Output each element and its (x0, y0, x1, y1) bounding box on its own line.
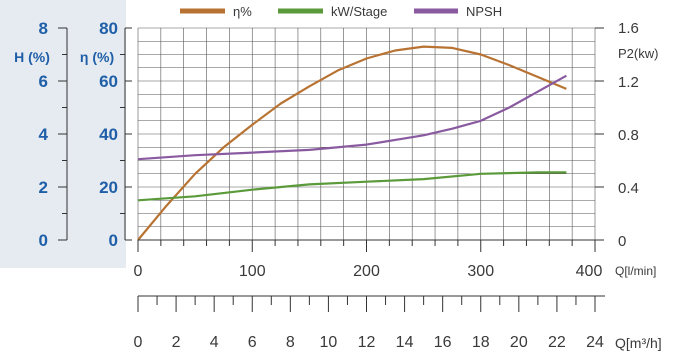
q-m3h-tick-label-10: 10 (320, 334, 338, 351)
legend-item-eta: η% (180, 4, 252, 19)
q-m3h-tick-label-0: 0 (134, 334, 143, 351)
q-m3h-tick-label-24: 24 (586, 334, 604, 351)
h-tick-label-0: 0 (39, 231, 48, 250)
q-m3h-tick-label-22: 22 (548, 334, 566, 351)
p2-axis-label: P2(kw) (618, 46, 658, 61)
q-lmin-axis: Q[l/min] 0 100 200 300 400 (134, 240, 657, 280)
p2-tick-label-0-4: 0.4 (618, 180, 639, 197)
p2-tick-label-1-2: 1.2 (618, 74, 639, 91)
q-lmin-tick-label-300: 300 (467, 263, 494, 280)
h-tick-label-6: 6 (39, 72, 48, 91)
q-m3h-tick-label-8: 8 (286, 334, 295, 351)
legend-label-eta: η% (233, 4, 252, 19)
series-line-npsh (138, 76, 566, 160)
q-m3h-tick-label-4: 4 (210, 334, 219, 351)
eta-axis-label: η (%) (80, 49, 114, 65)
q-m3h-tick-label-14: 14 (396, 334, 414, 351)
q-lmin-axis-label: Q[l/min] (615, 264, 656, 278)
p2-tick-label-0: 0 (618, 233, 626, 250)
legend-item-kw-stage: kW/Stage (278, 4, 387, 19)
p2-tick-label-0-8: 0.8 (618, 127, 639, 144)
series-line-kw-stage (138, 172, 566, 200)
series-line-eta (138, 47, 566, 240)
h-tick-label-8: 8 (39, 19, 48, 38)
q-lmin-tick-label-200: 200 (353, 263, 380, 280)
q-lmin-tick-label-0: 0 (134, 263, 143, 280)
q-m3h-tick-label-16: 16 (434, 334, 452, 351)
p2-axis: P2(kw) 0 0.4 0.8 1.2 1.6 (595, 20, 658, 250)
eta-tick-label-40: 40 (99, 125, 118, 144)
eta-tick-label-20: 20 (99, 178, 118, 197)
legend-label-npsh: NPSH (466, 4, 502, 19)
h-tick-label-2: 2 (39, 178, 48, 197)
q-m3h-tick-label-20: 20 (510, 334, 528, 351)
q-m3h-axis-label: Q[m³/h] (615, 335, 662, 351)
q-lmin-tick-label-400: 400 (576, 263, 603, 280)
legend: η% kW/Stage NPSH (180, 4, 502, 19)
q-m3h-tick-label-12: 12 (358, 334, 376, 351)
grid (138, 28, 595, 240)
curves (138, 47, 566, 240)
legend-item-npsh: NPSH (414, 4, 502, 19)
h-tick-label-4: 4 (39, 125, 49, 144)
eta-tick-label-60: 60 (99, 72, 118, 91)
legend-label-kw-stage: kW/Stage (331, 4, 387, 19)
q-m3h-axis: Q[m³/h] 0 2 4 6 8 10 12 14 16 18 20 22 24 (134, 296, 662, 351)
q-m3h-tick-label-6: 6 (248, 334, 257, 351)
q-lmin-tick-label-100: 100 (239, 263, 266, 280)
h-axis-label: H (%) (14, 49, 50, 65)
q-m3h-tick-label-2: 2 (172, 334, 181, 351)
eta-tick-label-0: 0 (109, 231, 118, 250)
q-m3h-tick-label-18: 18 (472, 334, 490, 351)
eta-tick-label-80: 80 (99, 19, 118, 38)
p2-tick-label-1-6: 1.6 (618, 20, 639, 37)
